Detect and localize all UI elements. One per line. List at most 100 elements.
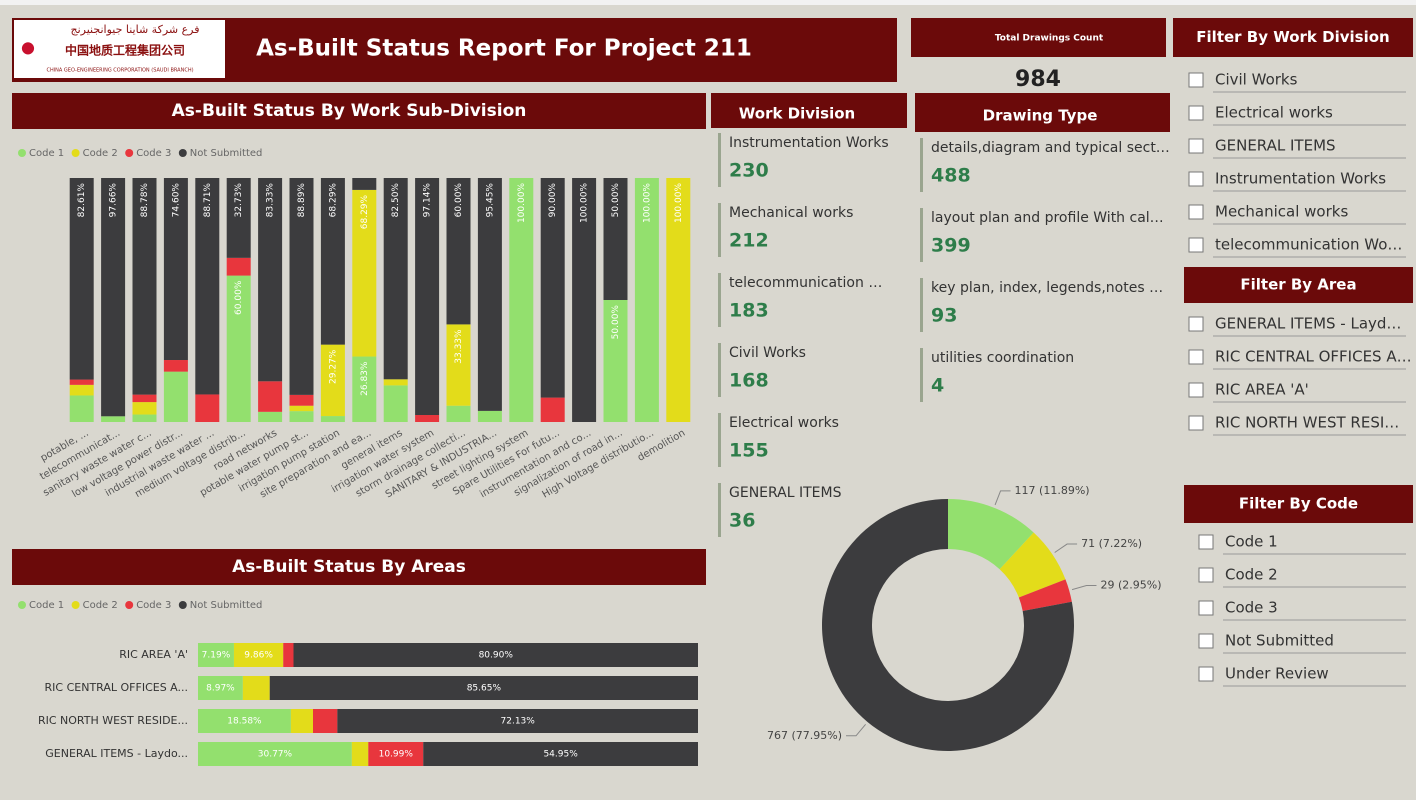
bar-segment — [415, 178, 440, 416]
legend-swatch — [178, 601, 187, 609]
legend-swatch — [71, 149, 80, 157]
bar-segment — [198, 742, 352, 766]
bar-segment — [69, 384, 94, 396]
bar-segment — [226, 257, 251, 276]
bar-segment — [352, 178, 377, 190]
bar-segment — [351, 742, 369, 766]
bar-segment — [337, 709, 698, 733]
bar-segment — [540, 397, 565, 422]
checkbox[interactable] — [1188, 72, 1204, 88]
checkbox[interactable] — [1188, 138, 1204, 154]
filter-option[interactable]: Under Review — [1225, 665, 1329, 683]
bar-segment — [320, 416, 345, 422]
donut-label: 71 (7.22%) — [1081, 537, 1142, 550]
item-count: 36 — [729, 510, 755, 532]
bar-segment — [242, 676, 270, 700]
item-name: layout plan and profile With cal… — [931, 210, 1164, 226]
item-count: 4 — [931, 375, 944, 397]
card-header — [711, 93, 907, 128]
logo-english: CHINA GEO-ENGINEERING CORPORATION (SAUDI… — [46, 68, 193, 74]
bar-segment — [195, 394, 220, 422]
legend-swatch — [18, 601, 26, 609]
chart-title: As-Built Status By Areas — [232, 557, 466, 577]
value-label: 83.33% — [266, 183, 276, 218]
checkbox[interactable] — [1188, 105, 1204, 121]
bar-segment — [226, 275, 251, 422]
value-label: 72.13% — [501, 717, 536, 727]
filter-option[interactable]: Electrical works — [1215, 104, 1333, 122]
checkbox[interactable] — [1198, 666, 1214, 682]
filter-option[interactable]: telecommunication Wo… — [1215, 236, 1402, 254]
checkbox[interactable] — [1188, 382, 1204, 398]
checkbox[interactable] — [1188, 171, 1204, 187]
item-count: 230 — [729, 160, 769, 182]
category-label: GENERAL ITEMS - Laydo... — [45, 747, 188, 760]
card-accent — [920, 278, 923, 332]
bar-segment — [132, 394, 157, 403]
card-accent — [718, 483, 721, 537]
category-label: RIC NORTH WEST RESIDE... — [38, 714, 188, 727]
item-name: Mechanical works — [729, 205, 853, 221]
bar-segment — [283, 643, 294, 667]
legend-label: Code 2 — [83, 148, 118, 159]
card-accent — [920, 208, 923, 262]
leader-line — [994, 490, 1011, 506]
item-name: Electrical works — [729, 415, 839, 431]
bar-segment — [446, 324, 471, 406]
category-label: RIC CENTRAL OFFICES A... — [45, 681, 188, 694]
item-count: 93 — [931, 305, 957, 327]
bar-segment — [132, 178, 157, 395]
legend-label: Not Submitted — [190, 600, 263, 611]
chart-header — [12, 549, 706, 585]
leader-line — [1054, 543, 1078, 553]
checkbox[interactable] — [1198, 534, 1214, 550]
donut-slice — [1018, 579, 1072, 612]
value-label: 97.14% — [423, 183, 433, 218]
checkbox[interactable] — [1198, 633, 1214, 649]
filter-option[interactable]: Instrumentation Works — [1215, 170, 1386, 188]
value-label: 8.97% — [206, 684, 235, 694]
card-title: Drawing Type — [983, 107, 1098, 125]
value-label: 100.00% — [642, 183, 652, 223]
filter-option[interactable]: Code 2 — [1225, 566, 1278, 584]
bar-segment — [226, 178, 251, 258]
value-label: 60.00% — [454, 183, 464, 218]
filter-option[interactable]: Code 1 — [1225, 533, 1278, 551]
bar-segment — [352, 356, 377, 422]
checkbox[interactable] — [1188, 316, 1204, 332]
value-label: 68.29% — [328, 183, 338, 218]
filter-option[interactable]: GENERAL ITEMS — [1215, 137, 1336, 155]
bar-segment — [289, 405, 314, 412]
filter-option[interactable]: Not Submitted — [1225, 632, 1334, 650]
checkbox[interactable] — [1188, 204, 1204, 220]
bar-segment — [540, 178, 565, 398]
logo-mark: ● — [21, 38, 35, 57]
filter-option[interactable]: Civil Works — [1215, 71, 1298, 89]
checkbox[interactable] — [1188, 237, 1204, 253]
filter-option[interactable]: GENERAL ITEMS - Layd… — [1215, 315, 1401, 333]
value-label: 54.95% — [543, 750, 578, 760]
value-label: 85.65% — [467, 684, 502, 694]
filter-option[interactable]: RIC CENTRAL OFFICES A… — [1215, 348, 1412, 366]
checkbox[interactable] — [1198, 600, 1214, 616]
filter-option[interactable]: Code 3 — [1225, 599, 1278, 617]
bar-segment — [368, 742, 424, 766]
bar-segment — [290, 709, 313, 733]
value-label: 88.71% — [203, 183, 213, 218]
filter-option[interactable]: RIC NORTH WEST RESI… — [1215, 414, 1399, 432]
value-label: 29.27% — [328, 349, 338, 384]
leader-line — [1071, 585, 1097, 591]
item-name: utilities coordination — [931, 350, 1074, 366]
checkbox[interactable] — [1198, 567, 1214, 583]
bar-segment — [69, 178, 94, 380]
item-count: 155 — [729, 440, 769, 462]
checkbox[interactable] — [1188, 349, 1204, 365]
bar-segment — [383, 379, 408, 386]
filter-option[interactable]: RIC AREA 'A' — [1215, 381, 1309, 399]
checkbox[interactable] — [1188, 415, 1204, 431]
bar-segment — [195, 178, 220, 395]
filter-option[interactable]: Mechanical works — [1215, 203, 1348, 221]
bar-segment — [666, 178, 691, 422]
value-label: 50.00% — [611, 305, 621, 340]
legend-swatch — [18, 149, 26, 157]
